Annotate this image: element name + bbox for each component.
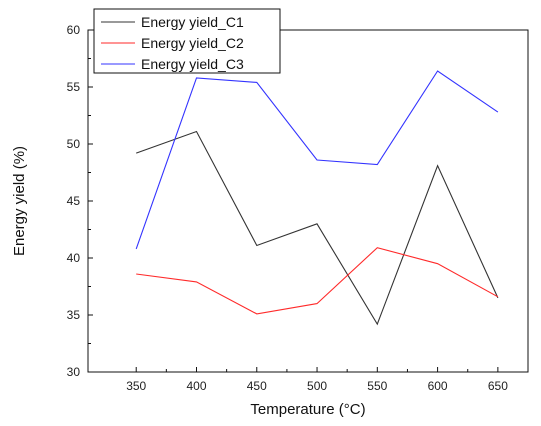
y-axis: 30 35 40 45 50 55 60: [67, 23, 93, 379]
y-tick-label: 50: [67, 137, 81, 151]
series-line-c1: [136, 130, 499, 326]
x-axis: 350 400 450 500 550 600 650: [126, 367, 508, 393]
x-tick-label: 600: [428, 379, 448, 393]
x-tick-label: 350: [126, 379, 146, 393]
y-tick-label: 40: [67, 251, 81, 265]
x-axis-title: Temperature (°C): [250, 401, 365, 418]
plot-frame: [87, 29, 529, 373]
y-tick-label: 30: [67, 365, 81, 379]
legend-label-c3: Energy yield_C3: [141, 56, 244, 72]
series-line-c3: [135, 70, 499, 250]
legend-box: [93, 8, 281, 74]
x-tick-label: 650: [488, 379, 508, 393]
x-tick-label: 550: [367, 379, 387, 393]
y-tick-label: 35: [67, 308, 81, 322]
series-line-c2: [136, 247, 499, 315]
y-axis-title: Energy yield (%): [11, 146, 28, 256]
x-tick-label: 400: [186, 379, 206, 393]
legend-label-c2: Energy yield_C2: [141, 35, 244, 51]
y-tick-label: 55: [67, 80, 81, 94]
y-tick-label: 60: [67, 23, 81, 37]
y-tick-label: 45: [67, 194, 81, 208]
legend-label-c1: Energy yield_C1: [141, 14, 244, 30]
legend: Energy yield_C1 Energy yield_C2 Energy yie…: [93, 8, 281, 74]
series-lines: [135, 70, 499, 326]
x-tick-label: 500: [307, 379, 327, 393]
x-tick-label: 450: [247, 379, 267, 393]
